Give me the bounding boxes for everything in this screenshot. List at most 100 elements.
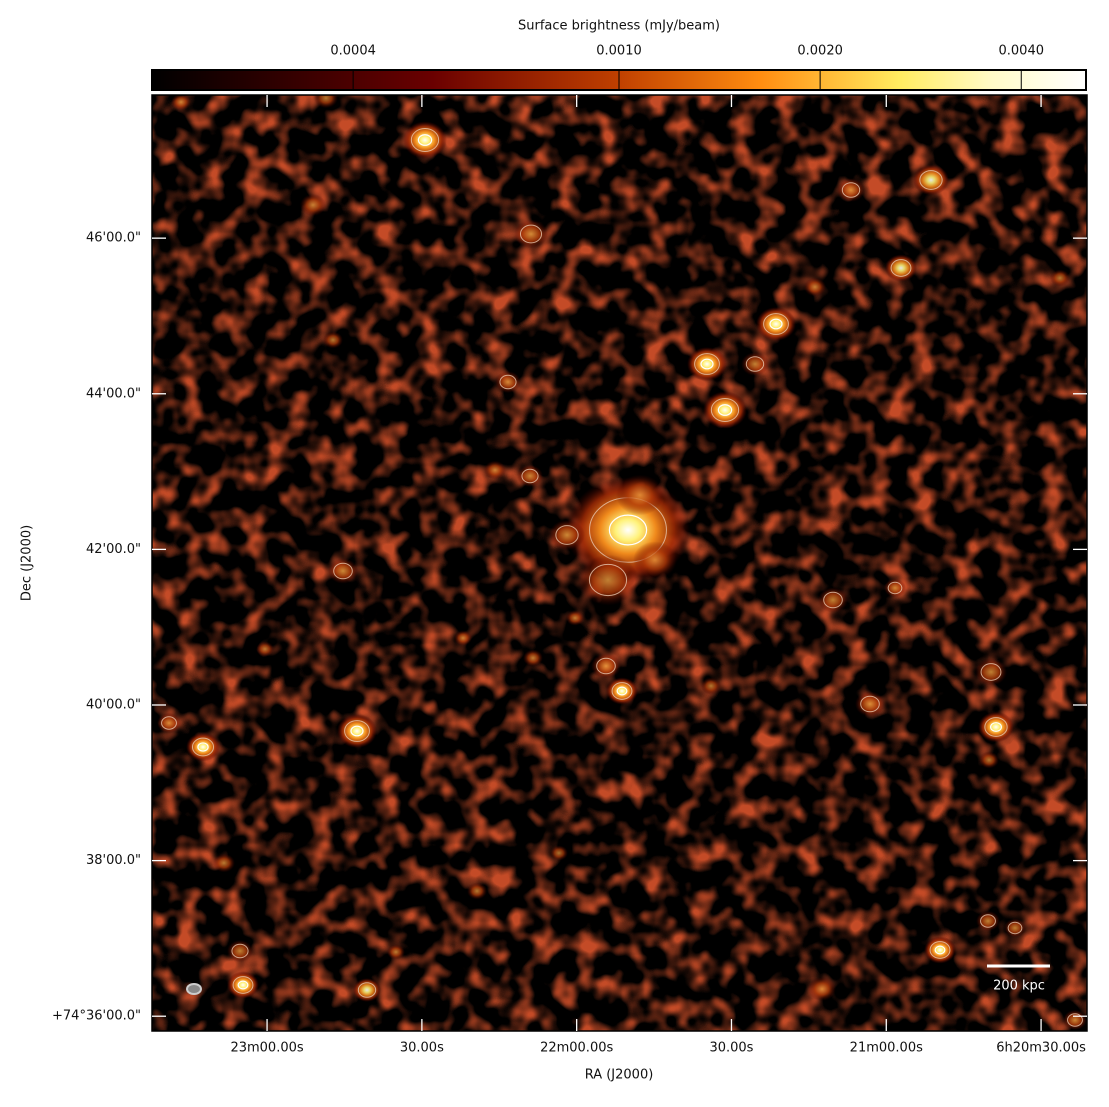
contour <box>344 720 370 742</box>
source <box>314 95 338 109</box>
x-tick-label: 30.00s <box>709 1041 753 1056</box>
source <box>687 347 727 381</box>
source <box>186 732 220 762</box>
contour <box>989 722 1002 732</box>
contour <box>929 941 951 959</box>
source <box>387 944 405 960</box>
source <box>256 641 274 657</box>
contour <box>823 591 843 609</box>
source <box>818 587 848 613</box>
contour <box>745 356 765 372</box>
source <box>566 610 584 626</box>
source <box>495 370 521 394</box>
source <box>703 391 747 429</box>
source <box>884 578 906 598</box>
contour <box>1007 921 1023 935</box>
y-tick-label: 38'00.0" <box>86 853 141 868</box>
source <box>979 751 999 769</box>
contour <box>519 224 543 244</box>
contour <box>694 353 720 375</box>
contour <box>611 682 633 700</box>
contour <box>499 374 517 390</box>
source <box>227 971 259 999</box>
source <box>633 541 677 579</box>
contour <box>890 259 912 277</box>
source <box>756 307 796 341</box>
source <box>484 460 506 480</box>
y-tick-label: 40'00.0" <box>86 697 141 712</box>
contour <box>333 562 353 580</box>
contour <box>197 742 209 752</box>
source <box>885 254 917 282</box>
source <box>523 649 543 667</box>
contour <box>608 514 648 546</box>
source <box>550 845 568 861</box>
y-axis-label: Dec (J2000) <box>20 525 35 601</box>
image <box>152 95 1087 1031</box>
source <box>578 554 638 606</box>
plot-frame <box>151 94 1088 1032</box>
contour <box>984 717 1008 737</box>
contour <box>191 737 215 757</box>
source <box>976 910 1000 932</box>
colorbar-tick-label: 0.0020 <box>797 44 843 59</box>
contour <box>710 398 740 422</box>
contour <box>555 525 579 545</box>
x-tick-label: 23m00.00s <box>230 1041 303 1056</box>
contour <box>860 695 880 713</box>
source <box>403 121 447 159</box>
contour <box>1067 1013 1083 1027</box>
source <box>1050 269 1070 287</box>
source <box>837 178 865 202</box>
source <box>328 558 358 584</box>
colorbar-tick-label: 0.0010 <box>596 44 642 59</box>
source <box>606 677 638 705</box>
sources <box>157 95 1087 1031</box>
contour <box>410 128 440 152</box>
y-tick-label: +74°36'00.0" <box>52 1009 141 1024</box>
x-tick-label: 6h20m30.00s <box>996 1041 1086 1056</box>
source <box>337 714 377 748</box>
source <box>855 691 885 717</box>
source <box>227 939 253 963</box>
contour <box>616 686 628 696</box>
y-tick-label: 44'00.0" <box>86 386 141 401</box>
contour <box>596 657 616 675</box>
source <box>1004 918 1026 938</box>
contour <box>417 134 433 146</box>
source <box>701 677 721 695</box>
y-tick-label: 42'00.0" <box>86 542 141 557</box>
x-tick-label: 21m00.00s <box>850 1041 923 1056</box>
scale-bar-label: 200 kpc <box>993 979 1045 994</box>
source <box>1063 1009 1087 1031</box>
source <box>323 331 343 349</box>
source <box>978 711 1014 743</box>
source <box>616 474 664 516</box>
colorbar-tick-label: 0.0040 <box>999 44 1045 59</box>
contour <box>231 943 249 959</box>
contour <box>232 976 254 994</box>
contour <box>980 663 1002 681</box>
source <box>353 978 381 1002</box>
source <box>300 193 326 217</box>
source <box>213 853 235 873</box>
contour <box>717 404 733 416</box>
colorbar-label: Surface brightness (mJy/beam) <box>518 19 720 34</box>
contour <box>588 563 628 597</box>
source <box>591 653 621 679</box>
source <box>157 712 181 734</box>
x-axis-label: RA (J2000) <box>585 1068 654 1083</box>
colorbar-tick-label: 0.0004 <box>330 44 376 59</box>
contour <box>521 468 539 484</box>
source <box>975 658 1007 686</box>
x-tick-label: 30.00s <box>400 1041 444 1056</box>
source <box>549 519 585 551</box>
source <box>517 464 543 488</box>
source <box>804 277 826 297</box>
x-tick-label: 22m00.00s <box>540 1041 613 1056</box>
contour <box>980 914 996 928</box>
source <box>913 164 949 196</box>
beam <box>186 983 202 995</box>
contour <box>357 982 377 998</box>
